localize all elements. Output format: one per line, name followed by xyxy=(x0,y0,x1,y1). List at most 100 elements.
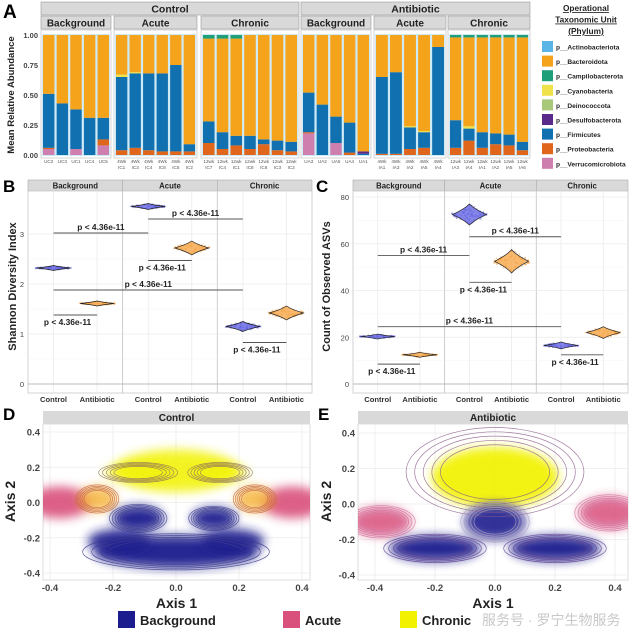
density-contour-background xyxy=(523,539,587,558)
x-tick-label: Antibiotic xyxy=(494,395,529,404)
violin-antibiotic-acute xyxy=(173,240,211,256)
panel-a-stacked-bar-chart: 0.00 0.25 0.50 0.75 1.00 Mean Relative Abunda… xyxy=(6,1,626,170)
legend-label: Chronic xyxy=(422,613,471,628)
density-contour-chronic xyxy=(77,485,118,513)
jitter-point xyxy=(401,353,403,356)
density-contour-chronic xyxy=(232,484,277,514)
sample-label: 4Wk xyxy=(433,159,443,164)
jitter-point xyxy=(301,310,304,313)
bar-segment-firmicutes xyxy=(170,65,182,152)
facet-strip-label: Acute xyxy=(159,182,181,191)
bar-segment-bacteroidota xyxy=(390,35,402,73)
y-tick-label: 0 xyxy=(345,380,349,389)
p-value-label: p < 4.36e-11 xyxy=(460,284,508,294)
sample-label: IA5 xyxy=(506,165,513,170)
legend-label: Background xyxy=(140,613,216,628)
bar-segment-bacteroidota xyxy=(343,35,356,123)
panel-label-d: D xyxy=(3,405,15,424)
bar-segment-proteobacteria xyxy=(230,145,243,155)
density-contour-background xyxy=(188,505,240,531)
density-contour-background xyxy=(398,537,472,559)
x-tick-label: 0.4 xyxy=(295,583,309,594)
p-value-label: p < 4.36e-11 xyxy=(139,263,187,273)
jitter-point xyxy=(524,256,527,259)
sample-label: 12wk xyxy=(517,159,528,164)
sample-label: 4Wk xyxy=(144,159,154,164)
jitter-point xyxy=(359,335,361,338)
bar-segment-campilobacterota xyxy=(516,35,528,38)
density-contour-background xyxy=(403,539,467,558)
facet-strip-label: Background xyxy=(376,182,422,191)
x-tick-label: Antibiotic xyxy=(586,395,621,404)
jitter-point xyxy=(259,325,262,328)
jitter-point xyxy=(300,310,303,313)
bar-segment-campilobacterota xyxy=(463,35,475,38)
p-value-label: p < 4.36e-11 xyxy=(44,317,92,327)
bar-segment-proteobacteria xyxy=(216,149,229,155)
bar-segment-proteobacteria xyxy=(97,139,109,146)
bar-segment-proteobacteria xyxy=(376,153,388,155)
density-contour-chronic xyxy=(239,488,271,510)
violin-control-chronic xyxy=(544,341,579,350)
y-tick-label: 0.2 xyxy=(27,463,40,474)
bar-segment-proteobacteria xyxy=(390,153,402,155)
bar-segment-firmicutes xyxy=(216,132,229,149)
density-contour-background xyxy=(109,538,243,566)
facet-strip-label: Acute xyxy=(396,19,424,30)
sample-label: IA5 xyxy=(421,165,428,170)
density-contour-chronic xyxy=(237,487,273,511)
bar-segment-proteobacteria xyxy=(343,152,356,155)
bar-segment-campilobacterota xyxy=(203,35,215,39)
density-contour-chronic xyxy=(196,465,244,481)
facet-strip xyxy=(373,15,447,30)
panel-e-density-antibiotic: Antibiotic -0.4 -0.4 -0.2 -0.2 0.0 0.0 0.2 0.2 0.… xyxy=(318,411,629,611)
density-contour-chronic xyxy=(83,489,111,508)
bar-segment-bacteroidota xyxy=(463,37,475,127)
facet-strip xyxy=(113,15,198,30)
density-contour-chronic xyxy=(234,485,275,513)
y-tick-label: 0.0 xyxy=(27,498,40,509)
y-tick-label: 20 xyxy=(341,333,349,342)
density-contour-background xyxy=(120,509,157,528)
violin-control-chronic xyxy=(225,321,260,332)
facet-strip-label: Chronic xyxy=(567,182,597,191)
bar-segment-firmicutes xyxy=(303,92,315,133)
sample-label: 12wk xyxy=(464,159,475,164)
y-tick-label: -0.4 xyxy=(339,571,356,582)
facet-strip xyxy=(447,15,531,30)
bar-segment-proteobacteria xyxy=(450,147,462,155)
bar-segment-bacteroidota xyxy=(490,37,502,134)
sample-label: 12wk xyxy=(490,159,501,164)
density-contour-acute xyxy=(587,501,628,525)
legend-item-label: p__Proteobacteria xyxy=(556,147,614,154)
density-contour-acute xyxy=(358,508,409,536)
facet-strip-label: Chronic xyxy=(250,182,280,191)
sample-label: 4Wk xyxy=(117,159,127,164)
jitter-point xyxy=(113,302,116,305)
bar-segment-bacteroidota xyxy=(257,35,270,140)
x-tick-label: 0.2 xyxy=(548,583,561,594)
bar-segment-firmicutes xyxy=(97,117,109,140)
y-tick-label: 0.4 xyxy=(342,429,356,440)
bar-segment-firmicutes xyxy=(463,128,475,141)
jitter-point xyxy=(259,325,262,328)
jitter-point xyxy=(208,246,211,249)
bar-segment-bacteroidota xyxy=(285,35,297,142)
bottom-legend: Background Acute Chronic xyxy=(118,611,471,628)
y-tick-label: 0.25 xyxy=(23,121,38,130)
sample-label: 12wk xyxy=(217,159,228,164)
sample-label: IC3 xyxy=(274,165,282,170)
sample-label: UC3 xyxy=(58,159,68,164)
density-contour-background xyxy=(473,508,517,535)
density-contour-chronic xyxy=(113,466,163,480)
sample-label: 12wk xyxy=(477,159,488,164)
bar-segment-firmicutes xyxy=(183,144,195,152)
bar-segment-firmicutes xyxy=(285,141,297,152)
jitter-point xyxy=(401,354,403,356)
density-contour-background xyxy=(503,533,607,563)
bar-segment-desulfobacterota xyxy=(357,151,369,154)
sample-label: IC5 xyxy=(172,165,180,170)
jitter-point xyxy=(451,212,453,215)
bar-segment-campilobacterota xyxy=(216,35,229,39)
violin-control-acute xyxy=(131,203,166,210)
